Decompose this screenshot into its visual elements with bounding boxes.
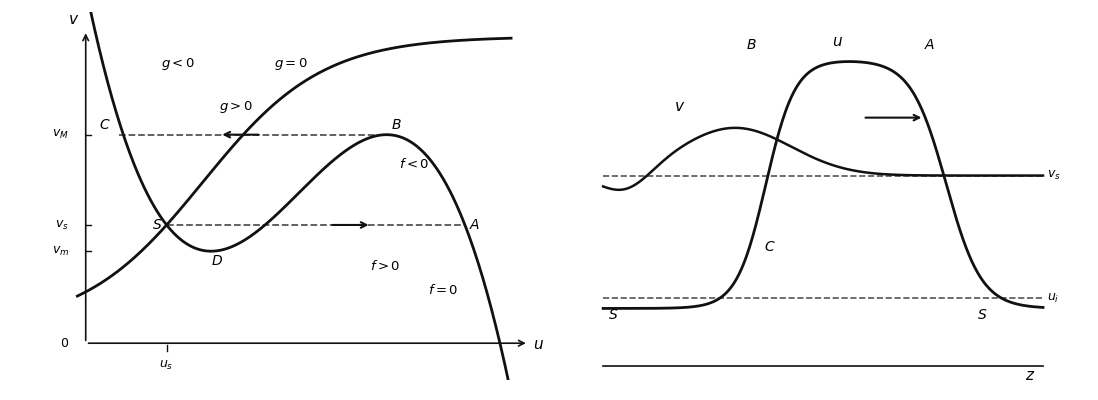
Text: $g = 0$: $g = 0$ — [273, 56, 307, 72]
Text: $C$: $C$ — [99, 118, 111, 132]
Text: $z$: $z$ — [1026, 368, 1035, 383]
Text: $S$: $S$ — [607, 308, 618, 322]
Text: $C$: $C$ — [764, 240, 776, 254]
Text: $D$: $D$ — [211, 254, 223, 268]
Text: $g > 0$: $g > 0$ — [220, 99, 254, 115]
Text: $u_s$: $u_s$ — [159, 358, 173, 372]
Text: $v_s$: $v_s$ — [55, 218, 69, 232]
Text: $0$: $0$ — [60, 337, 69, 350]
Text: $f > 0$: $f > 0$ — [370, 258, 401, 273]
Text: $B$: $B$ — [747, 38, 758, 52]
Text: $B$: $B$ — [391, 118, 402, 132]
Text: $u_i$: $u_i$ — [1047, 292, 1060, 305]
Text: $S$: $S$ — [152, 218, 163, 232]
Text: $A$: $A$ — [925, 38, 935, 52]
Text: $v_s$: $v_s$ — [1047, 169, 1061, 182]
Text: $A$: $A$ — [469, 218, 480, 232]
Text: $v$: $v$ — [68, 12, 79, 27]
Text: $S$: $S$ — [977, 308, 987, 322]
Text: $v_m$: $v_m$ — [52, 245, 69, 258]
Text: $f = 0$: $f = 0$ — [428, 283, 459, 297]
Text: $f < 0$: $f < 0$ — [400, 158, 429, 172]
Text: $u$: $u$ — [533, 337, 544, 352]
Text: $v$: $v$ — [673, 99, 685, 114]
Text: $g < 0$: $g < 0$ — [161, 56, 195, 72]
Text: $u$: $u$ — [832, 34, 843, 49]
Text: $v_M$: $v_M$ — [53, 128, 69, 141]
